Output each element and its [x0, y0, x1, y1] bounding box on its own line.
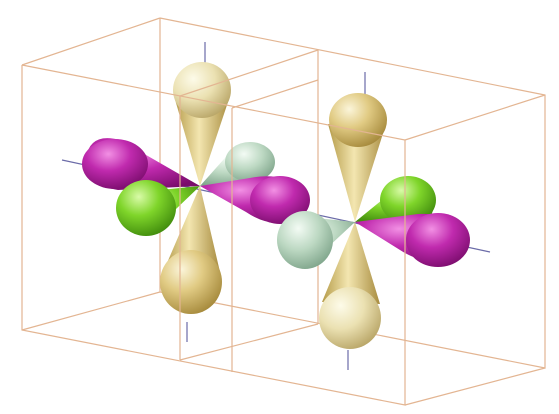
magenta-lobe-left	[82, 138, 200, 190]
left-atom	[82, 62, 310, 314]
right-atom	[277, 93, 470, 349]
gold-lobe-down-right	[319, 222, 381, 349]
gold-lobe-up-right	[328, 93, 387, 222]
pale-green-lobe-lower-left	[277, 211, 355, 269]
gold-lobe-down	[160, 186, 222, 314]
magenta-lobe-far-right	[355, 213, 470, 267]
gold-lobe-up	[173, 62, 231, 186]
pale-green-lobe-upper	[200, 142, 275, 186]
magenta-lobe-right	[200, 176, 310, 224]
unit-cell-box-front	[21, 17, 546, 406]
green-lobe-upper-right	[355, 176, 436, 224]
